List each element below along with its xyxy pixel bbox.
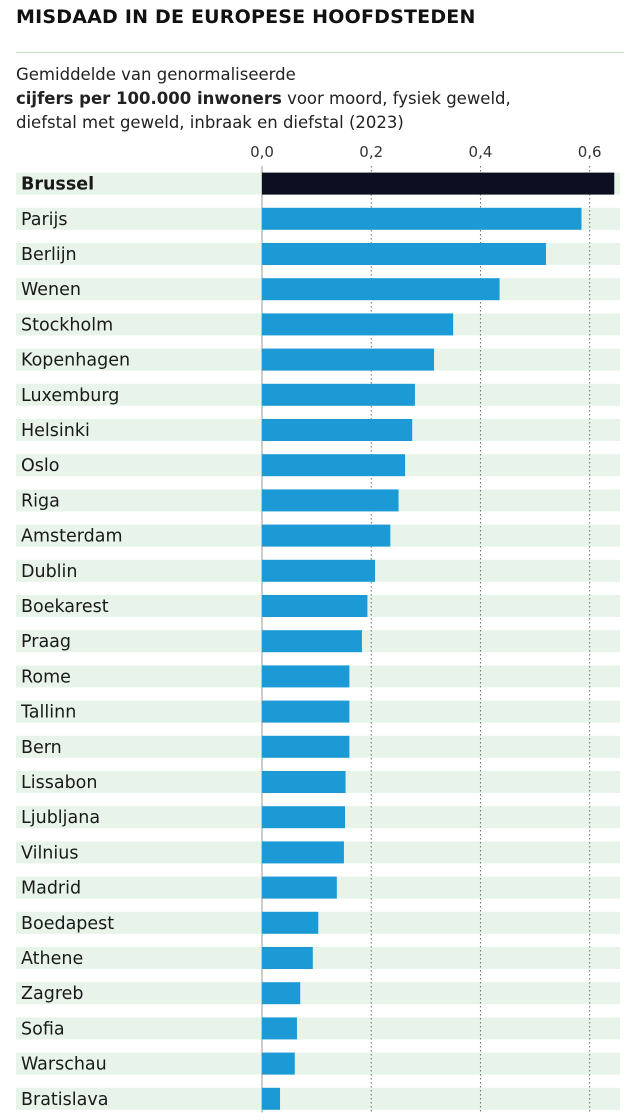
category-label: Riga — [21, 491, 60, 511]
category-label: Kopenhagen — [21, 351, 130, 371]
bar — [262, 383, 415, 406]
bar — [262, 419, 413, 441]
category-label: Zagreb — [21, 984, 84, 1004]
category-label: Dublin — [21, 562, 78, 582]
bar — [262, 630, 362, 653]
bar — [262, 489, 399, 512]
subtitle-line-3: diefstal met geweld, inbraak en diefstal… — [16, 113, 404, 132]
row-stripe — [16, 1052, 620, 1075]
bar — [262, 207, 582, 230]
row-stripe — [16, 1087, 620, 1110]
bar — [262, 348, 435, 371]
bar — [262, 665, 350, 688]
category-label: Bern — [21, 738, 62, 758]
category-label: Stockholm — [21, 315, 113, 335]
chart-subtitle: Gemiddelde van genormaliseerde cijfers p… — [16, 63, 616, 135]
row-stripe — [16, 982, 620, 1005]
bar — [262, 313, 454, 336]
x-tick-label: 0,6 — [578, 143, 602, 161]
category-label: Tallinn — [20, 703, 76, 723]
subtitle-rest-text: voor moord, fysiek geweld, — [281, 89, 511, 108]
category-label: Boedapest — [21, 914, 114, 934]
bar — [262, 243, 546, 265]
category-label: Boekarest — [21, 597, 109, 617]
category-label: Parijs — [21, 210, 68, 230]
category-label: Oslo — [21, 456, 59, 476]
bar — [262, 911, 319, 934]
bar — [262, 947, 313, 969]
title-divider — [16, 52, 624, 53]
subtitle-line-1: Gemiddelde van genormaliseerde — [16, 65, 296, 84]
bar — [262, 595, 368, 617]
category-label: Lissabon — [21, 773, 97, 793]
bar — [262, 524, 391, 547]
bar — [262, 735, 350, 758]
category-label: Bratislava — [21, 1090, 108, 1110]
bar — [262, 806, 346, 829]
category-label: Wenen — [21, 280, 81, 300]
category-label: Rome — [21, 667, 71, 687]
row-stripe — [16, 1017, 620, 1040]
category-label: Berlijn — [21, 245, 77, 265]
bar — [262, 1052, 295, 1075]
bar — [262, 700, 350, 723]
bar — [262, 1017, 297, 1040]
category-label: Warschau — [21, 1055, 107, 1075]
subtitle-bold-text: cijfers per 100.000 inwoners — [16, 89, 282, 108]
bar — [262, 559, 376, 582]
bar — [262, 278, 500, 301]
category-label: Amsterdam — [21, 527, 123, 547]
subtitle-line-2: cijfers per 100.000 inwoners voor moord,… — [16, 87, 616, 111]
x-tick-label: 0,4 — [469, 143, 493, 161]
category-label: Luxemburg — [21, 386, 119, 406]
bar — [262, 771, 346, 793]
bar — [262, 1087, 281, 1110]
category-label: Brussel — [21, 175, 94, 195]
x-tick-label: 0,2 — [359, 143, 383, 161]
bar — [262, 454, 406, 477]
bar — [262, 982, 301, 1005]
bar-highlight — [262, 172, 615, 195]
category-label: Vilnius — [21, 843, 78, 863]
category-label: Praag — [21, 632, 71, 652]
row-stripe — [16, 947, 620, 969]
category-label: Madrid — [21, 879, 81, 899]
chart-title: MISDAAD IN DE EUROPESE HOOFDSTEDEN — [16, 6, 476, 28]
category-label: Helsinki — [21, 421, 90, 441]
bar — [262, 841, 344, 864]
category-label: Ljubljana — [21, 808, 100, 828]
category-label: Sofia — [21, 1019, 65, 1039]
x-tick-label: 0,0 — [250, 143, 274, 161]
bar — [262, 876, 337, 899]
category-label: Athene — [21, 949, 83, 969]
